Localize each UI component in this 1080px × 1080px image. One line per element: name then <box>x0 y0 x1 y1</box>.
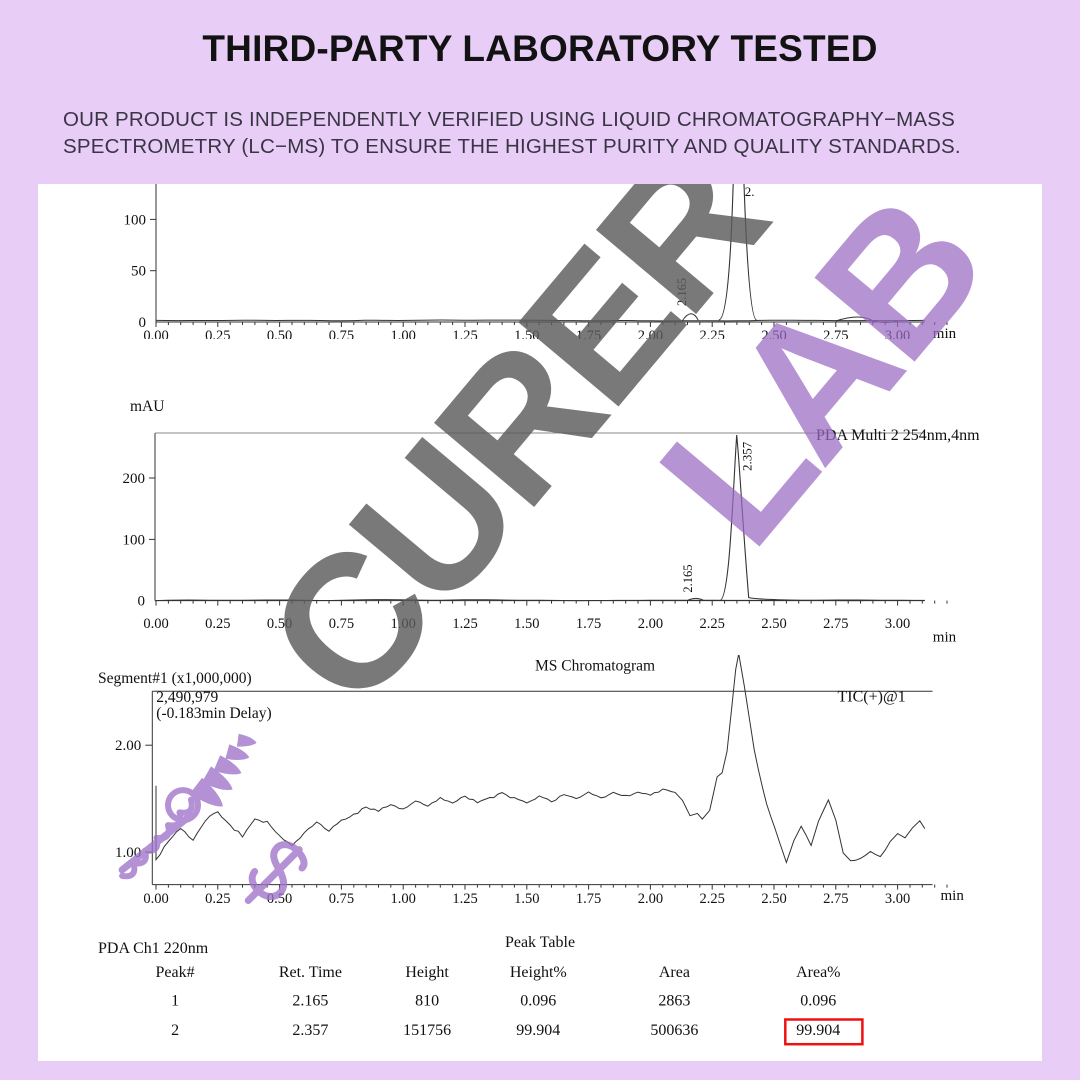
svg-text:Height%: Height% <box>510 964 567 981</box>
svg-text:0: 0 <box>138 594 146 610</box>
svg-text:MS Chromatogram: MS Chromatogram <box>535 657 655 674</box>
svg-text:100: 100 <box>124 212 147 228</box>
svg-text:0.75: 0.75 <box>329 328 354 339</box>
svg-text:2.00: 2.00 <box>638 616 663 632</box>
svg-text:1.75: 1.75 <box>576 891 601 907</box>
svg-text:2.165: 2.165 <box>292 993 328 1010</box>
svg-text:min: min <box>933 630 957 645</box>
svg-text:(-0.183min Delay): (-0.183min Delay) <box>156 705 271 722</box>
svg-text:Height: Height <box>405 964 449 981</box>
svg-text:2,490,979: 2,490,979 <box>156 689 218 706</box>
svg-text:1.25: 1.25 <box>452 891 477 907</box>
svg-text:1.50: 1.50 <box>514 891 539 907</box>
svg-text:Area: Area <box>659 964 690 981</box>
svg-text:Ret. Time: Ret. Time <box>279 964 342 981</box>
svg-text:2.25: 2.25 <box>700 616 725 632</box>
svg-text:3.00: 3.00 <box>885 891 910 907</box>
svg-text:0.25: 0.25 <box>205 616 230 632</box>
svg-text:810: 810 <box>415 993 439 1010</box>
svg-text:2.: 2. <box>745 184 755 199</box>
svg-text:3.00: 3.00 <box>885 616 910 632</box>
svg-text:2.00: 2.00 <box>638 891 663 907</box>
svg-text:0.25: 0.25 <box>205 328 230 339</box>
svg-text:1: 1 <box>171 993 179 1010</box>
svg-text:1.00: 1.00 <box>391 328 416 339</box>
svg-text:Peak#: Peak# <box>156 964 195 981</box>
svg-text:2: 2 <box>171 1022 179 1039</box>
svg-text:0.096: 0.096 <box>800 993 836 1010</box>
svg-text:0.00: 0.00 <box>143 616 168 632</box>
svg-text:100: 100 <box>123 532 146 548</box>
svg-text:0: 0 <box>139 315 147 331</box>
svg-text:min: min <box>941 888 965 904</box>
svg-text:99.904: 99.904 <box>796 1022 840 1039</box>
svg-text:2.165: 2.165 <box>681 564 695 592</box>
svg-text:Segment#1 (x1,000,000): Segment#1 (x1,000,000) <box>98 670 252 687</box>
svg-text:2.50: 2.50 <box>761 616 786 632</box>
svg-text:Area%: Area% <box>796 964 840 981</box>
svg-text:2.75: 2.75 <box>823 891 848 907</box>
svg-text:0.096: 0.096 <box>520 993 556 1010</box>
svg-text:2863: 2863 <box>658 993 690 1010</box>
svg-text:1.75: 1.75 <box>576 616 601 632</box>
svg-text:2.357: 2.357 <box>292 1022 328 1039</box>
svg-text:2.50: 2.50 <box>761 891 786 907</box>
svg-text:151756: 151756 <box>403 1022 451 1039</box>
svg-text:50: 50 <box>131 264 146 280</box>
svg-text:2.25: 2.25 <box>700 891 725 907</box>
svg-text:0.00: 0.00 <box>143 328 168 339</box>
svg-text:1.50: 1.50 <box>514 616 539 632</box>
svg-text:TIC(+)@1: TIC(+)@1 <box>838 688 906 705</box>
svg-text:mAU: mAU <box>130 398 164 415</box>
svg-text:99.904: 99.904 <box>516 1022 560 1039</box>
svg-text:200: 200 <box>123 471 146 487</box>
svg-text:500636: 500636 <box>650 1022 698 1039</box>
svg-text:0.50: 0.50 <box>267 328 292 339</box>
svg-text:Peak Table: Peak Table <box>505 934 575 951</box>
svg-text:2.75: 2.75 <box>823 616 848 632</box>
